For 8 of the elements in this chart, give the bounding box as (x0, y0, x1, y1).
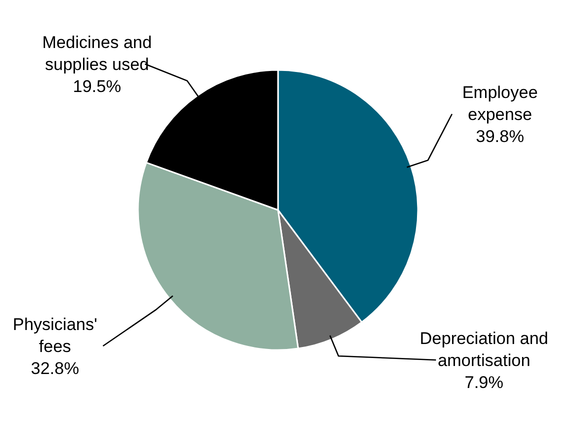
data-label: 39.8% (476, 127, 524, 146)
slice-label: Medicines and supplies used (42, 33, 152, 74)
slice-label: Depreciation and amortisation (420, 329, 548, 370)
data-label: 32.8% (30, 359, 80, 378)
slice-label: Employee expense (462, 83, 538, 124)
slice-label: Physicians' fees (12, 315, 98, 356)
data-label: 7.9% (464, 373, 504, 392)
data-label: 19.5% (72, 77, 122, 96)
